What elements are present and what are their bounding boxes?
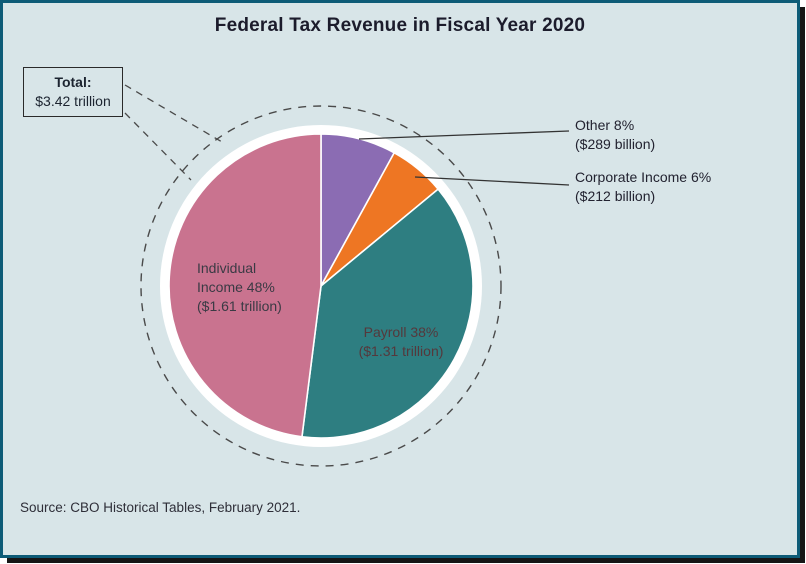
pie-slices-group [168,133,474,439]
leader-line-corporate [414,176,570,186]
slice-callout-other-line2: ($289 billion) [575,136,656,152]
slice-label-individual-line3: ($1.61 trillion) [197,298,282,314]
total-value: $3.42 trillion [35,93,111,109]
pie-slice-payroll [301,187,474,439]
total-callout-box: Total: $3.42 trillion [23,67,123,117]
slice-label-payroll: Payroll 38% ($1.31 trillion) [331,323,471,361]
slice-callout-corporate-line1: Corporate Income 6% [575,169,712,185]
slice-callout-other: Other 8% ($289 billion) [575,116,755,154]
dashed-total-circle [140,105,502,467]
slice-callout-corporate: Corporate Income 6% ($212 billion) [575,168,765,206]
slice-label-payroll-line2: ($1.31 trillion) [358,343,444,359]
slice-label-individual-line1: Individual [197,260,257,276]
leader-line-other [358,130,570,140]
chart-title: Federal Tax Revenue in Fiscal Year 2020 [214,15,586,36]
slice-label-individual-income: Individual Income 48% ($1.61 trillion) [197,259,327,316]
slice-callout-other-line1: Other 8% [575,117,635,133]
pie-chart-canvas [124,84,570,467]
total-connector-line-bottom [124,112,192,181]
source-note: Source: CBO Historical Tables, February … [20,500,301,515]
total-connector-line-top [124,84,223,143]
total-label: Total: [54,74,92,90]
pie-slice-individual-income [168,133,322,438]
slice-label-payroll-line1: Payroll 38% [363,324,439,340]
slice-callout-corporate-line2: ($212 billion) [575,188,656,204]
slice-label-individual-line2: Income 48% [197,279,275,295]
